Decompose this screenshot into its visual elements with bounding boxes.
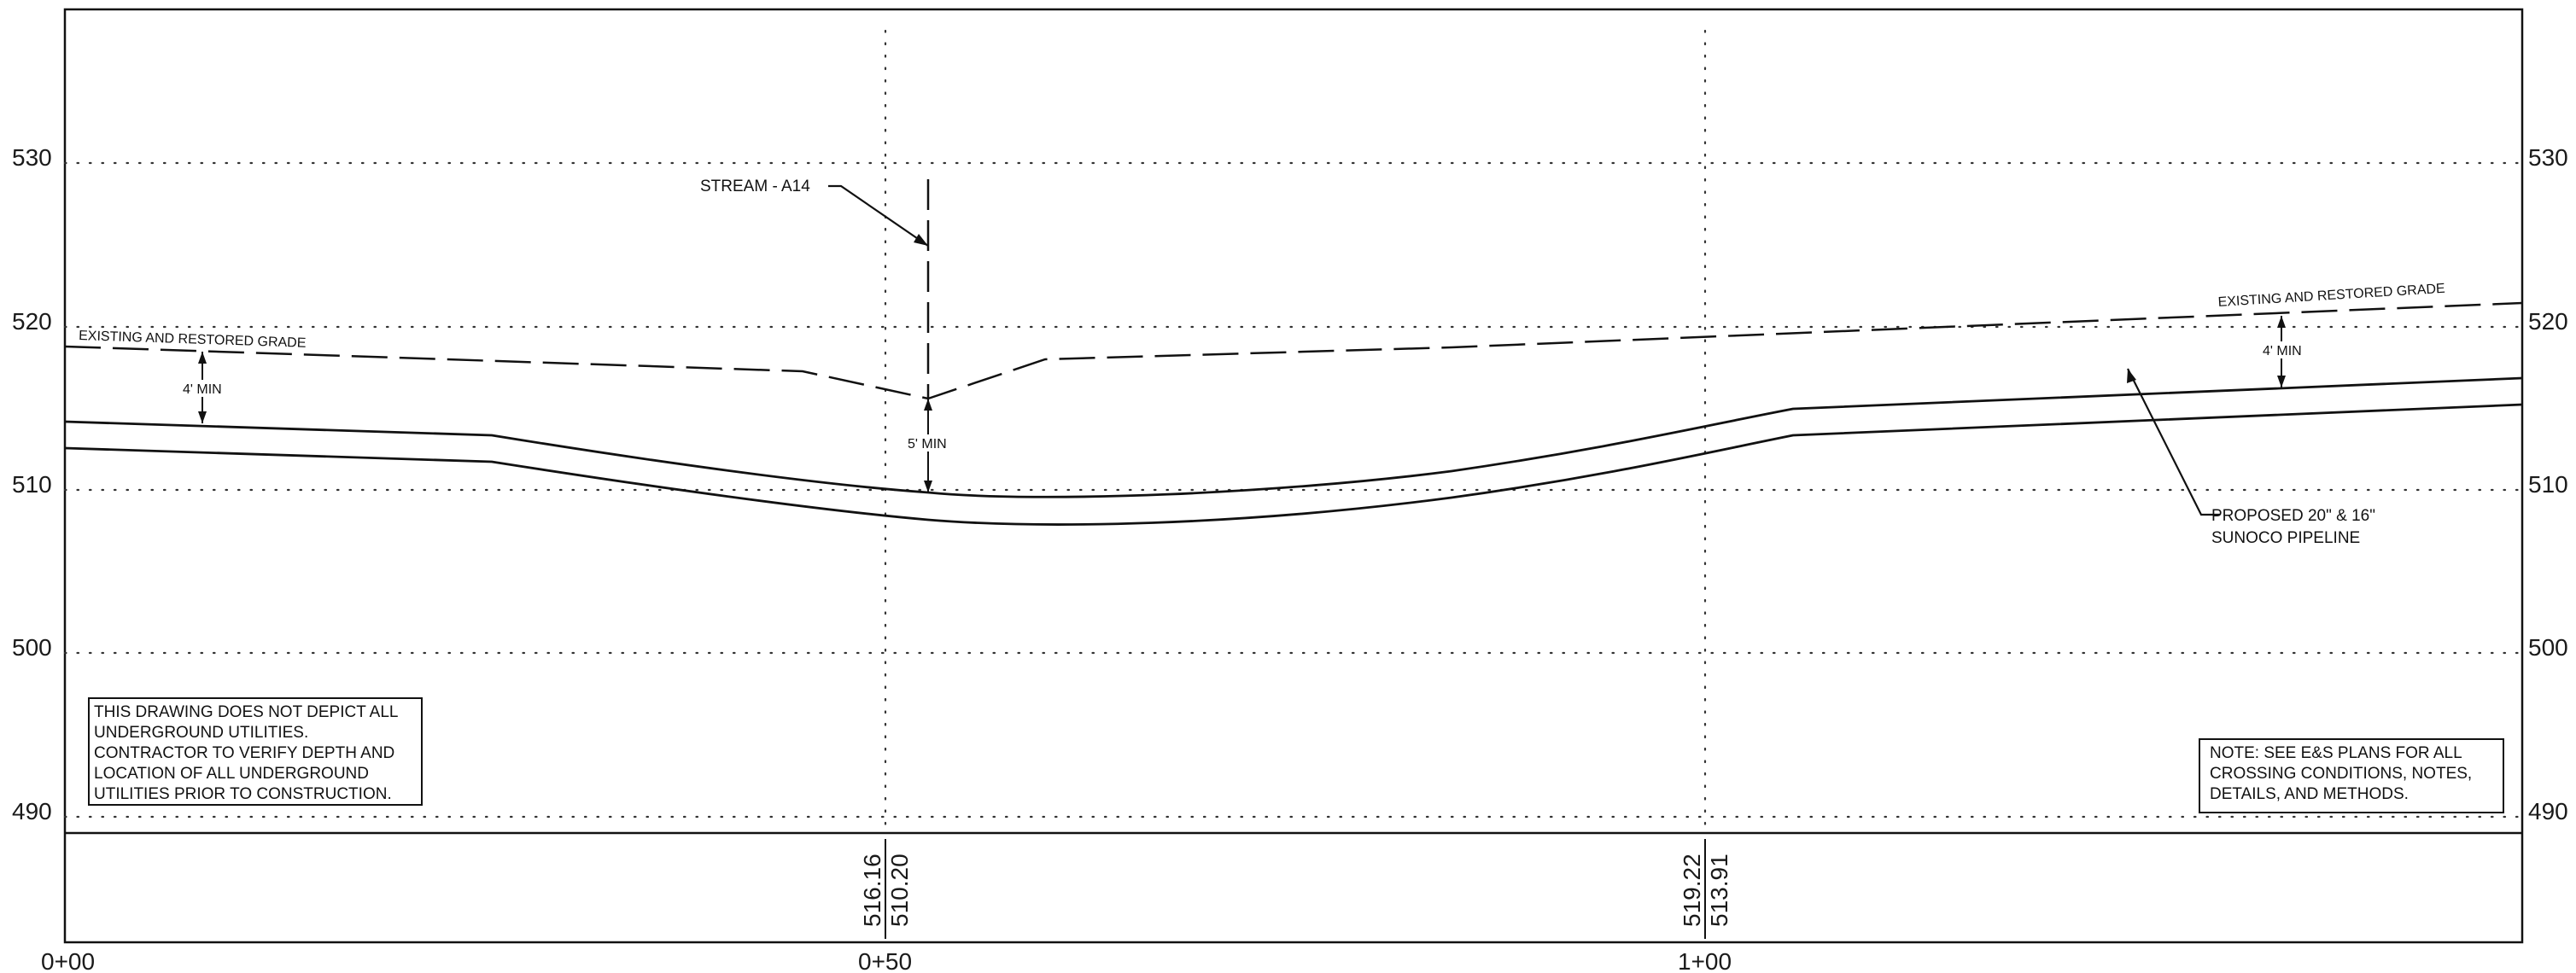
note-line-1: NOTE: SEE E&S PLANS FOR ALL: [2210, 744, 2462, 762]
grade-label-right: EXISTING AND RESTORED GRADE: [2217, 282, 2445, 310]
station-label-000: 0+00: [41, 948, 95, 973]
pipeline-label-line1: PROPOSED 20" & 16": [2211, 507, 2375, 525]
elevation-labels-right: 530 520 510 500 490: [2528, 144, 2568, 824]
note-box: [2199, 738, 2504, 813]
stream-leader: [828, 184, 929, 247]
min-cover-label-left: 4' MIN: [183, 382, 222, 397]
min-cover-label-right: 4' MIN: [2263, 344, 2302, 358]
note-line-3: DETAILS, AND METHODS.: [2210, 785, 2409, 803]
elevation-grid: [63, 161, 2524, 819]
pipeline-leader: [2127, 368, 2220, 516]
elev-label-right-510: 510: [2528, 471, 2568, 498]
min-cover-dimension-left: 4' MIN: [183, 352, 223, 423]
elev-label-right-520: 520: [2528, 308, 2568, 335]
station-label-100: 1+00: [1678, 948, 1732, 973]
pipeline-bottom-line: [64, 403, 2523, 526]
band-column-050: 516.16 510.20: [859, 839, 913, 939]
pipeline-leader-arrow: [2127, 369, 2136, 383]
elev-label-left-510: 510: [12, 471, 52, 498]
disclaimer-line-5: UTILITIES PRIOR TO CONSTRUCTION.: [94, 785, 392, 803]
min-cover-dimension-stream: 5' MIN: [907, 399, 949, 492]
elevation-labels-left: 530 520 510 500 490: [12, 144, 52, 824]
min-cover-label-stream: 5' MIN: [908, 437, 947, 452]
elev-label-left-490: 490: [12, 798, 52, 824]
note-line-2: CROSSING CONDITIONS, NOTES,: [2210, 765, 2472, 783]
disclaimer-line-2: UNDERGROUND UTILITIES.: [94, 724, 308, 742]
band-column-100: 519.22 513.91: [1679, 839, 1732, 939]
stream-leader-arrow: [914, 234, 928, 246]
disclaimer-line-1: THIS DRAWING DOES NOT DEPICT ALL: [94, 703, 399, 721]
min-cover-dimension-right: 4' MIN: [2263, 316, 2302, 387]
elev-label-left-500: 500: [12, 634, 52, 661]
elev-label-right-530: 530: [2528, 144, 2568, 171]
grade-label-left: EXISTING AND RESTORED GRADE: [79, 329, 307, 351]
disclaimer-box: [88, 697, 423, 806]
station-labels: 0+00 0+50 1+00: [41, 948, 1732, 973]
station-grid: [884, 29, 1707, 830]
elev-label-right-500: 500: [2528, 634, 2568, 661]
pipeline-top-line: [64, 376, 2523, 498]
band-pipe-elev-100: 513.91: [1706, 854, 1732, 927]
elev-label-left-530: 530: [12, 144, 52, 171]
band-ground-elev-100: 519.22: [1679, 854, 1705, 927]
stream-label: STREAM - A14: [700, 178, 810, 195]
band-pipe-elev-050: 510.20: [886, 854, 913, 927]
disclaimer-text: THIS DRAWING DOES NOT DEPICT ALL UNDERGR…: [94, 703, 399, 803]
elev-label-left-520: 520: [12, 308, 52, 335]
note-text: NOTE: SEE E&S PLANS FOR ALL CROSSING CON…: [2210, 744, 2472, 803]
band-ground-elev-050: 516.16: [859, 854, 885, 927]
drawing-frame: [63, 8, 2524, 944]
station-label-050: 0+50: [858, 948, 912, 973]
pipeline-label-line2: SUNOCO PIPELINE: [2211, 529, 2360, 547]
elev-label-right-490: 490: [2528, 798, 2568, 824]
existing-grade-line: [64, 301, 2523, 400]
disclaimer-line-4: LOCATION OF ALL UNDERGROUND: [94, 765, 369, 783]
disclaimer-line-3: CONTRACTOR TO VERIFY DEPTH AND: [94, 744, 394, 762]
